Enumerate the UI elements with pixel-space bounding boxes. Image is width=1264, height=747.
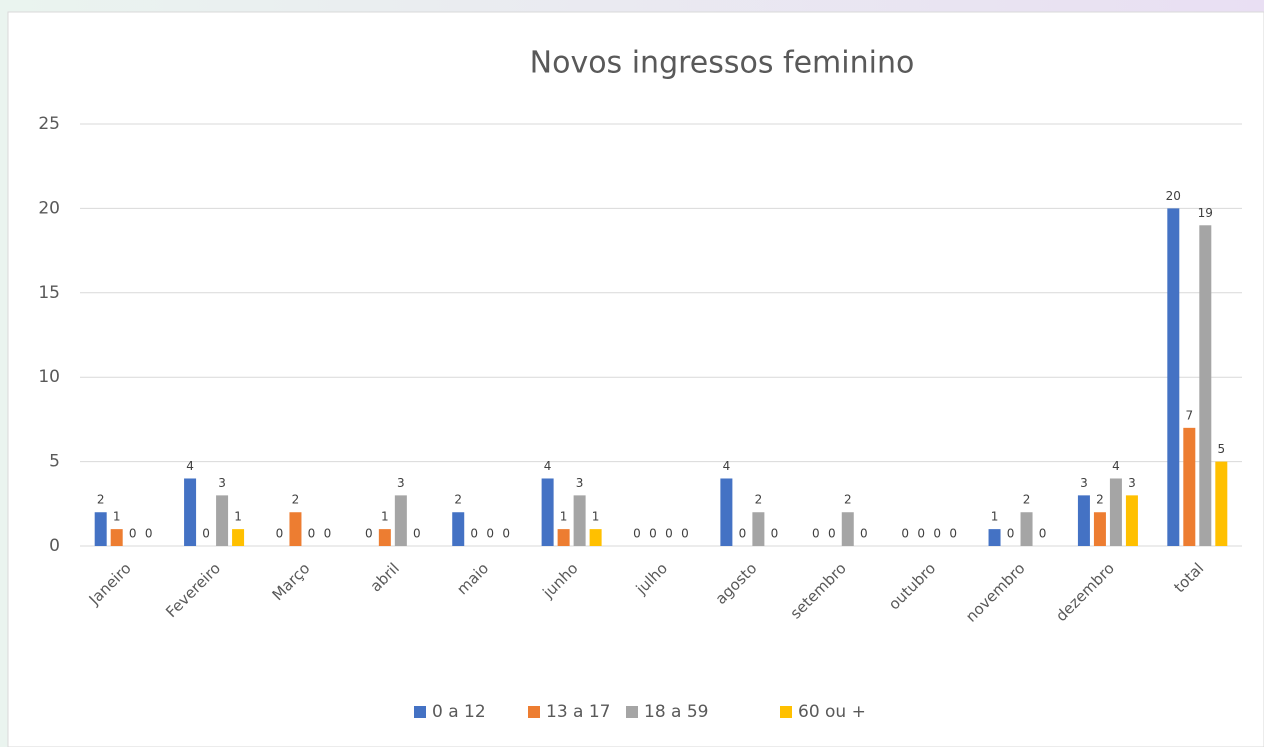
legend-label: 13 a 17 [546,702,611,722]
data-label: 0 [949,527,957,541]
bar [184,478,197,546]
data-label: 1 [234,510,242,524]
chart-title: Novos ingressos feminino [530,46,915,81]
data-label: 0 [933,527,941,541]
y-tick-label: 5 [49,452,60,472]
bar [110,529,123,546]
bar [1020,512,1033,546]
legend-label: 60 ou + [798,702,866,722]
data-label: 0 [145,527,153,541]
legend-swatch [626,706,638,718]
data-label: 0 [917,527,925,541]
data-label: 3 [576,476,584,490]
data-label: 0 [470,527,478,541]
y-tick-label: 15 [38,283,60,303]
legend-swatch [780,706,792,718]
data-label: 0 [324,527,332,541]
data-label: 0 [681,527,689,541]
bar [1199,225,1212,546]
bar [1215,461,1228,546]
data-label: 4 [723,459,731,473]
bar [988,529,1001,546]
data-label: 2 [1023,493,1031,507]
data-label: 0 [812,527,820,541]
data-label: 0 [828,527,836,541]
data-label: 3 [218,476,226,490]
y-tick-label: 25 [38,114,60,134]
data-label: 0 [276,527,284,541]
data-label: 0 [486,527,494,541]
bar [573,495,586,546]
data-label: 5 [1217,442,1225,456]
data-label: 0 [308,527,316,541]
legend-label: 18 a 59 [644,702,709,722]
bar [94,512,107,546]
data-label: 0 [502,527,510,541]
legend-swatch [414,706,426,718]
data-label: 1 [560,510,568,524]
data-label: 0 [665,527,673,541]
data-label: 4 [186,459,194,473]
data-label: 3 [397,476,405,490]
data-label: 0 [1007,527,1015,541]
bar [1077,495,1090,546]
data-label: 19 [1198,206,1213,220]
data-label: 0 [1039,527,1047,541]
data-label: 0 [202,527,210,541]
data-label: 0 [860,527,868,541]
legend-label: 0 a 12 [432,702,486,722]
bar [752,512,765,546]
bar [589,529,602,546]
data-label: 2 [844,493,852,507]
bar [1183,427,1196,546]
data-label: 4 [544,459,552,473]
legend-swatch [528,706,540,718]
data-label: 3 [1128,476,1136,490]
bar [216,495,229,546]
data-label: 20 [1166,189,1181,203]
data-label: 7 [1185,408,1193,422]
data-label: 1 [592,510,600,524]
bar [378,529,391,546]
bar [1109,478,1122,546]
data-label: 2 [1096,493,1104,507]
data-label: 0 [649,527,657,541]
data-label: 2 [97,493,105,507]
bar [394,495,407,546]
bar [841,512,854,546]
bar [1167,208,1180,546]
bar [452,512,465,546]
data-label: 0 [129,527,137,541]
bar [720,478,733,546]
data-label: 4 [1112,459,1120,473]
data-label: 2 [292,493,300,507]
data-label: 1 [991,510,999,524]
bar [289,512,302,546]
data-label: 3 [1080,476,1088,490]
data-label: 2 [755,493,763,507]
y-tick-label: 0 [49,536,60,556]
data-label: 0 [901,527,909,541]
bar [557,529,570,546]
bar [232,529,245,546]
data-label: 0 [739,527,747,541]
chart-panel [7,11,1264,747]
data-label: 1 [381,510,389,524]
data-label: 0 [633,527,641,541]
bar [1125,495,1138,546]
bar [541,478,554,546]
data-label: 0 [413,527,421,541]
y-tick-label: 20 [38,198,60,218]
bar [1093,512,1106,546]
data-label: 0 [771,527,779,541]
y-tick-label: 10 [38,367,60,387]
data-label: 1 [113,510,121,524]
data-label: 2 [454,493,462,507]
data-label: 0 [365,527,373,541]
